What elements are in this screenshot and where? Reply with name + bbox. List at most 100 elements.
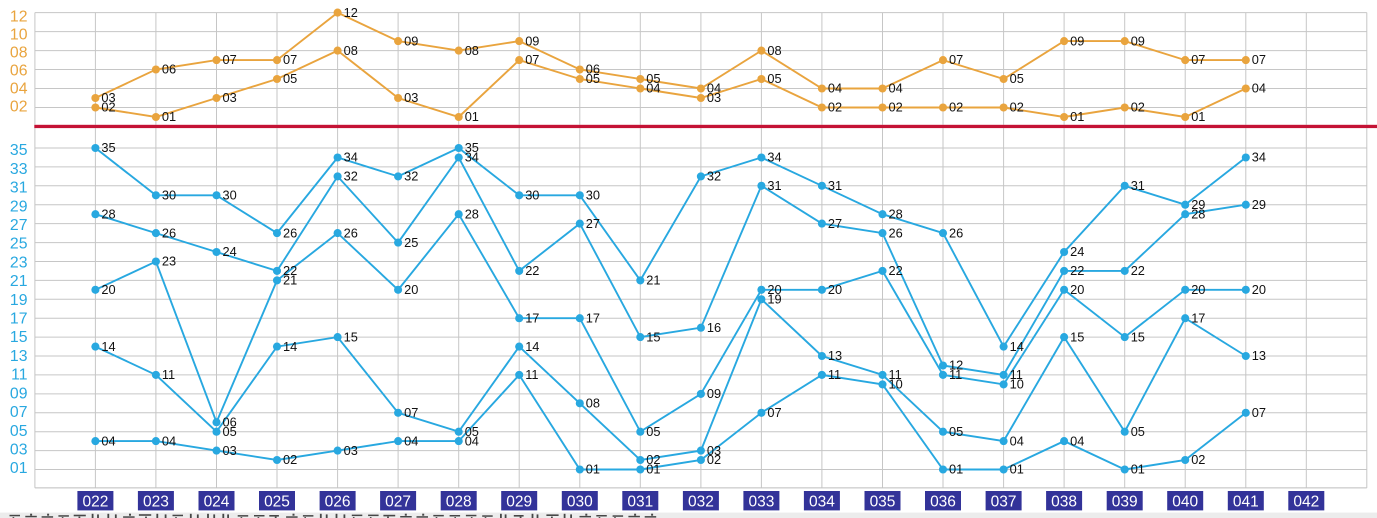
svg-text:14: 14 — [525, 339, 539, 354]
svg-text:07: 07 — [223, 52, 237, 67]
svg-text:20: 20 — [1191, 282, 1205, 297]
svg-text:07: 07 — [949, 52, 963, 67]
svg-text:29: 29 — [1191, 197, 1205, 212]
svg-text:17: 17 — [1191, 310, 1205, 325]
svg-text:05: 05 — [465, 424, 479, 439]
svg-text:038: 038 — [1051, 493, 1077, 510]
svg-text:09: 09 — [404, 33, 418, 48]
svg-text:16: 16 — [707, 320, 721, 335]
svg-text:22: 22 — [1131, 263, 1145, 278]
svg-text:24: 24 — [223, 244, 237, 259]
svg-text:09: 09 — [707, 386, 721, 401]
svg-text:02: 02 — [828, 100, 842, 115]
svg-text:34: 34 — [465, 150, 479, 165]
svg-text:23: 23 — [10, 254, 28, 271]
svg-text:04: 04 — [828, 81, 842, 96]
svg-text:05: 05 — [767, 71, 781, 86]
svg-text:34: 34 — [1252, 150, 1266, 165]
svg-text:07: 07 — [1252, 52, 1266, 67]
svg-text:05: 05 — [586, 71, 600, 86]
svg-text:15: 15 — [1131, 329, 1145, 344]
svg-text:11: 11 — [828, 367, 841, 382]
svg-text:08: 08 — [10, 44, 28, 61]
svg-text:07: 07 — [404, 405, 418, 420]
svg-text:03: 03 — [707, 90, 721, 105]
svg-text:31: 31 — [828, 178, 842, 193]
svg-text:32: 32 — [344, 169, 358, 184]
svg-text:08: 08 — [767, 43, 781, 58]
svg-text:039: 039 — [1112, 493, 1138, 510]
svg-text:11: 11 — [525, 367, 538, 382]
svg-text:01: 01 — [949, 462, 963, 477]
svg-text:27: 27 — [10, 217, 28, 234]
svg-text:34: 34 — [767, 150, 781, 165]
svg-text:28: 28 — [889, 206, 903, 221]
svg-text:04: 04 — [404, 433, 418, 448]
svg-text:19: 19 — [767, 292, 781, 307]
svg-text:22: 22 — [1070, 263, 1084, 278]
svg-text:02: 02 — [10, 98, 28, 115]
svg-text:04: 04 — [1010, 433, 1024, 448]
svg-text:03: 03 — [223, 443, 237, 458]
svg-text:042: 042 — [1293, 493, 1319, 510]
svg-text:01: 01 — [10, 460, 28, 477]
svg-text:20: 20 — [1070, 282, 1084, 297]
svg-text:33: 33 — [10, 161, 28, 178]
svg-text:01: 01 — [1191, 109, 1205, 124]
svg-text:02: 02 — [283, 452, 297, 467]
svg-text:02: 02 — [1131, 100, 1145, 115]
svg-text:29: 29 — [1252, 197, 1266, 212]
svg-text:01: 01 — [1070, 109, 1084, 124]
svg-text:05: 05 — [949, 424, 963, 439]
svg-text:24: 24 — [1070, 244, 1084, 259]
svg-text:21: 21 — [283, 273, 297, 288]
svg-text:07: 07 — [525, 52, 539, 67]
svg-text:022: 022 — [82, 493, 108, 510]
svg-text:35: 35 — [465, 140, 479, 155]
svg-text:13: 13 — [10, 348, 28, 365]
svg-text:28: 28 — [101, 206, 115, 221]
svg-text:15: 15 — [10, 329, 28, 346]
svg-text:10: 10 — [1010, 377, 1024, 392]
svg-text:06: 06 — [586, 62, 600, 77]
svg-text:30: 30 — [162, 188, 176, 203]
svg-text:14: 14 — [283, 339, 297, 354]
svg-text:03: 03 — [707, 443, 721, 458]
svg-text:030: 030 — [567, 493, 593, 510]
svg-text:05: 05 — [1131, 424, 1145, 439]
svg-text:05: 05 — [646, 71, 660, 86]
svg-text:09: 09 — [1070, 33, 1084, 48]
svg-text:31: 31 — [10, 180, 28, 197]
svg-text:17: 17 — [586, 310, 600, 325]
svg-text:02: 02 — [889, 100, 903, 115]
svg-text:03: 03 — [344, 443, 358, 458]
svg-text:037: 037 — [991, 493, 1017, 510]
svg-text:07: 07 — [767, 405, 781, 420]
svg-text:08: 08 — [344, 43, 358, 58]
svg-text:20: 20 — [828, 282, 842, 297]
svg-text:04: 04 — [889, 81, 903, 96]
svg-text:04: 04 — [162, 433, 176, 448]
svg-text:04: 04 — [10, 80, 28, 97]
svg-text:036: 036 — [930, 493, 956, 510]
svg-text:03: 03 — [223, 90, 237, 105]
svg-text:02: 02 — [949, 100, 963, 115]
svg-text:01: 01 — [1131, 462, 1145, 477]
svg-text:17: 17 — [525, 310, 539, 325]
svg-text:04: 04 — [707, 81, 721, 96]
svg-text:26: 26 — [283, 225, 297, 240]
svg-text:27: 27 — [586, 216, 600, 231]
svg-text:11: 11 — [1010, 367, 1023, 382]
svg-text:07: 07 — [283, 52, 297, 67]
svg-text:07: 07 — [1191, 52, 1205, 67]
svg-text:04: 04 — [1252, 81, 1266, 96]
svg-text:11: 11 — [162, 367, 175, 382]
svg-text:03: 03 — [101, 90, 115, 105]
svg-text:05: 05 — [10, 423, 28, 440]
svg-text:04: 04 — [101, 433, 115, 448]
svg-text:13: 13 — [1252, 348, 1266, 363]
svg-text:27: 27 — [828, 216, 842, 231]
svg-text:35: 35 — [101, 140, 115, 155]
svg-text:028: 028 — [446, 493, 472, 510]
svg-text:01: 01 — [162, 109, 176, 124]
